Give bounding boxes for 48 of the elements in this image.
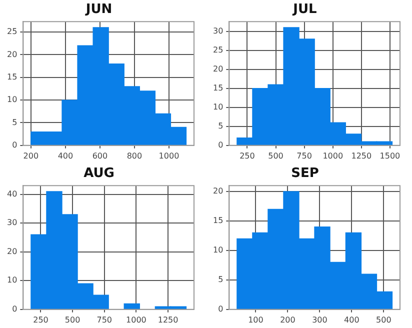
- x-tick-label: 750: [296, 151, 312, 160]
- chart-title: SEP: [291, 166, 319, 182]
- x-tick-label: 200: [280, 315, 296, 324]
- y-tick-label: 10: [6, 276, 18, 285]
- y-tick-label: 10: [212, 246, 224, 255]
- y-tick-label: 10: [212, 102, 224, 112]
- y-tick-label: 5: [218, 121, 224, 130]
- x-tick-label: 300: [312, 315, 328, 324]
- x-tick-label: 1250: [351, 151, 372, 160]
- x-tick-label: 200: [23, 151, 39, 160]
- y-tick-label: 10: [6, 95, 18, 104]
- y-tick-label: 5: [12, 118, 18, 127]
- y-tick-label: 15: [212, 83, 224, 92]
- y-tick-label: 25: [212, 45, 224, 54]
- y-tick-label: 30: [212, 26, 224, 36]
- x-tick-label: 100: [248, 315, 264, 324]
- y-tick-label: 0: [12, 140, 18, 150]
- y-tick-label: 20: [212, 64, 224, 74]
- y-tick-label: 25: [6, 27, 18, 36]
- chart-title: JUN: [84, 2, 112, 18]
- x-tick-label: 400: [58, 151, 74, 160]
- chart-title: AUG: [84, 166, 114, 182]
- y-tick-label: 20: [6, 50, 18, 59]
- x-tick-label: 800: [126, 151, 142, 160]
- x-tick-label: 500: [64, 315, 80, 324]
- x-tick-label: 250: [33, 315, 48, 324]
- x-tick-label: 250: [240, 151, 255, 160]
- y-tick-label: 20: [6, 246, 18, 256]
- x-tick-label: 750: [96, 315, 112, 324]
- y-tick-label: 0: [218, 140, 224, 150]
- y-tick-label: 20: [212, 186, 224, 196]
- y-tick-label: 5: [218, 275, 224, 284]
- chart-title: JUL: [292, 2, 317, 18]
- x-tick-label: 1000: [158, 151, 180, 160]
- y-tick-label: 0: [12, 304, 18, 314]
- x-tick-label: 500: [376, 315, 392, 324]
- x-tick-label: 500: [268, 151, 284, 160]
- x-tick-label: 400: [344, 315, 360, 324]
- x-tick-label: 1000: [126, 315, 146, 324]
- x-tick-label: 1500: [380, 151, 400, 160]
- x-tick-label: 1250: [158, 315, 178, 324]
- y-tick-label: 15: [212, 216, 224, 226]
- y-tick-label: 30: [6, 218, 18, 228]
- x-tick-label: 600: [92, 151, 108, 160]
- y-tick-label: 0: [218, 304, 224, 314]
- x-tick-label: 1000: [322, 151, 344, 160]
- y-tick-label: 40: [6, 189, 18, 198]
- y-tick-label: 15: [6, 72, 18, 82]
